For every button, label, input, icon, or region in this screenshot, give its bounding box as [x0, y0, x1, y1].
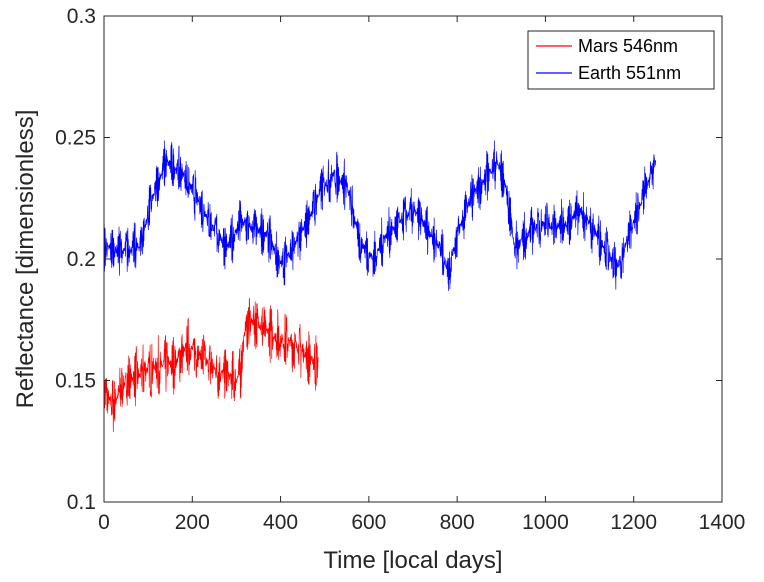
x-tick-label: 0 [98, 511, 110, 534]
y-tick-label: 0.15 [55, 370, 96, 393]
x-tick-label: 1200 [610, 511, 657, 534]
y-tick-label: 0.2 [67, 248, 96, 271]
x-tick-label: 400 [263, 511, 298, 534]
x-tick-label: 600 [351, 511, 386, 534]
y-tick-label: 0.1 [67, 491, 96, 514]
x-tick-label: 800 [440, 511, 475, 534]
y-axis-title: Reflectance [dimensionless] [12, 110, 39, 409]
x-tick-label: 200 [175, 511, 210, 534]
x-axis-title: Time [local days] [323, 547, 502, 574]
y-tick-label: 0.25 [55, 127, 96, 150]
legend: Mars 546nm Earth 551nm [528, 31, 714, 89]
x-tick-label: 1000 [522, 511, 569, 534]
legend-label-earth: Earth 551nm [578, 63, 681, 83]
y-tick-label: 0.3 [67, 5, 96, 28]
x-tick-label: 1400 [699, 511, 746, 534]
legend-label-mars: Mars 546nm [578, 36, 678, 56]
